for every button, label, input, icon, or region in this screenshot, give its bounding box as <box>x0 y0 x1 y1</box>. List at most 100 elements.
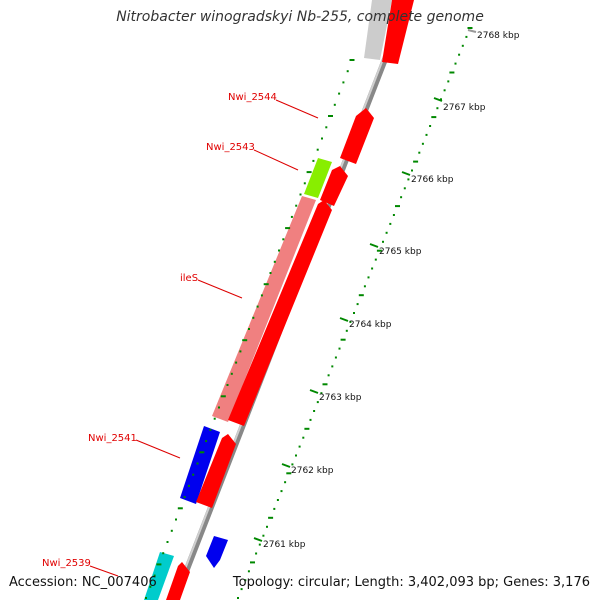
gc-dot <box>342 81 345 84</box>
scale-label-2762: 2762 kbp <box>291 466 334 476</box>
gene-red-small <box>320 166 348 206</box>
scale-dot <box>276 499 279 501</box>
gc-dot <box>312 159 315 162</box>
gene-iles-pink <box>212 196 316 422</box>
gc-dot <box>290 215 293 218</box>
gc-dot <box>263 283 269 286</box>
scale-label-2767: 2767 kbp <box>443 103 486 113</box>
scale-dot <box>440 98 442 101</box>
gc-dot <box>282 238 285 241</box>
scale-dot <box>458 53 461 56</box>
gene-top-grey <box>364 0 392 60</box>
scale-dot <box>286 472 292 475</box>
scale-tick-2762 <box>281 463 291 468</box>
scale-dot <box>250 561 255 564</box>
gene-iles-red <box>228 200 332 426</box>
scale-dot <box>449 71 455 74</box>
gene-nwi-2541 <box>180 426 220 504</box>
scale-dot <box>407 178 410 181</box>
scale-dot <box>436 107 439 110</box>
scale-dot <box>395 205 400 208</box>
scale-dot <box>320 392 323 395</box>
scale-dot <box>302 436 305 439</box>
gc-dot <box>170 529 173 532</box>
scale-dot <box>356 303 359 306</box>
leader-nwi-2544 <box>275 99 319 119</box>
genome-summary-text: Topology: circular; Length: 3,402,093 bp… <box>232 575 590 590</box>
scale-label-2768: 2768 kbp <box>477 31 520 41</box>
gene-labels: Nwi_2544 Nwi_2543 ileS Nwi_2541 Nwi_2539 <box>42 92 319 577</box>
scale-dot <box>284 481 287 484</box>
scale-dot <box>425 133 428 136</box>
scale-dot <box>334 356 337 359</box>
gc-dot <box>196 462 199 465</box>
gc-dot <box>242 339 248 342</box>
scale-dot <box>304 427 310 430</box>
leader-nwi-2541 <box>135 439 181 459</box>
gc-dot <box>175 518 177 521</box>
scale-dot <box>331 365 334 368</box>
scale-dot <box>322 383 328 386</box>
scale-dot <box>382 240 384 243</box>
scale-dot <box>418 151 421 154</box>
scale-tick-2767 <box>433 97 443 102</box>
gene-blue-small <box>206 536 228 568</box>
gc-dot <box>177 507 183 510</box>
gc-dot <box>346 70 349 73</box>
gc-dot <box>205 440 208 443</box>
gc-dot <box>333 103 336 106</box>
scale-label-2764: 2764 kbp <box>349 320 392 330</box>
gc-dot <box>235 361 238 364</box>
scale-dot <box>313 410 316 412</box>
scale-dot <box>295 454 297 457</box>
scale-dot <box>255 552 258 555</box>
gc-dot <box>239 350 242 353</box>
gene-label-nwi-2544: Nwi_2544 <box>228 92 277 103</box>
gc-dot <box>156 563 162 566</box>
gc-dot <box>325 126 328 129</box>
scale-dot <box>429 125 432 127</box>
scale-dot <box>345 329 348 332</box>
gc-dot <box>145 597 147 599</box>
gc-dot <box>256 305 259 308</box>
gc-dot <box>220 395 226 398</box>
scale-dot <box>411 169 413 172</box>
scale-dot <box>385 231 388 234</box>
gene-label-nwi-2543: Nwi_2543 <box>206 142 255 153</box>
scale-dot <box>309 418 312 421</box>
accession-text: Accession: NC_007406 <box>9 575 157 590</box>
scale-dot <box>268 516 274 519</box>
scale-dot <box>340 338 346 341</box>
gc-dot <box>260 294 263 297</box>
scale-dot <box>237 597 239 599</box>
scale-dot <box>353 312 355 314</box>
gene-nwi-2543 <box>304 158 332 198</box>
gc-dot <box>218 406 220 409</box>
scale-tick-2766 <box>401 171 411 176</box>
gc-dot <box>213 417 216 420</box>
gc-dot <box>230 372 233 375</box>
gene-label-iles: ileS <box>180 273 198 284</box>
gc-dot <box>285 227 291 230</box>
gc-dot <box>199 451 205 454</box>
scale-dot <box>467 27 473 29</box>
scale-dot <box>392 214 395 216</box>
gc-dot <box>316 148 319 151</box>
scale-dot <box>266 525 268 528</box>
scale-dot <box>338 347 341 350</box>
gene-nwi-2544 <box>340 108 374 164</box>
scale-dot <box>363 285 366 288</box>
scale-dot <box>461 44 464 47</box>
scale-dot <box>291 463 294 466</box>
scale-dot <box>421 142 424 145</box>
scale-dot <box>247 570 250 573</box>
gene-nwi-2539 <box>144 552 174 600</box>
gene-label-nwi-2541: Nwi_2541 <box>88 433 137 444</box>
gc-dot <box>226 384 229 386</box>
gc-dot <box>273 260 276 263</box>
gc-dot <box>162 552 165 555</box>
gc-dot <box>295 204 298 207</box>
scale-tick-2761 <box>253 537 263 542</box>
scale-dot <box>367 276 370 279</box>
